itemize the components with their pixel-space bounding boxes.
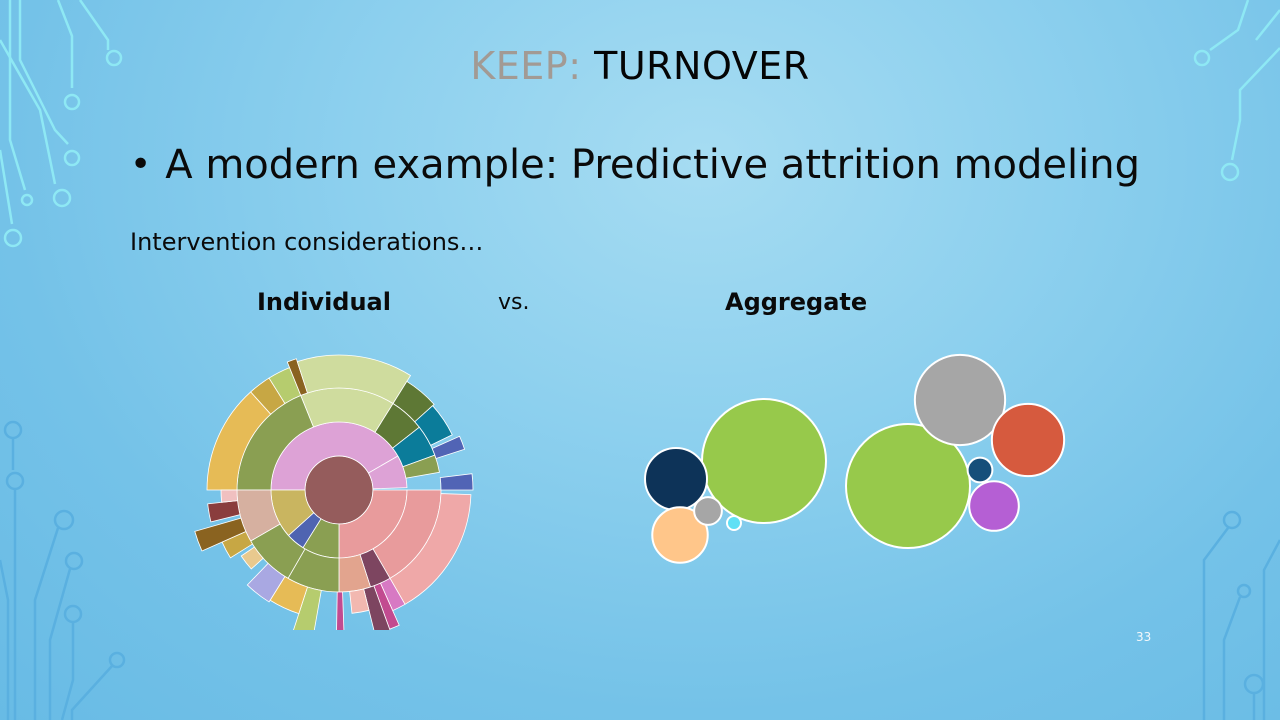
aggregate-label: Aggregate — [725, 288, 868, 316]
sunburst-outer-segment — [349, 588, 370, 614]
bubble — [693, 496, 723, 526]
sunburst-outer-segment — [414, 405, 453, 446]
sunburst-outer-segment — [246, 562, 286, 603]
individual-label: Individual — [257, 288, 391, 316]
bubble — [968, 480, 1020, 532]
sunburst-outer-segment — [207, 500, 241, 523]
page-number: 33 — [1136, 630, 1152, 644]
bubble — [651, 506, 709, 564]
sunburst-outer-segment — [296, 354, 412, 405]
right-cluster — [845, 353, 1066, 549]
bullet-dot-icon: • — [130, 144, 152, 185]
sunburst-outer-segment — [240, 546, 264, 570]
title-main: TURNOVER — [594, 44, 810, 88]
bubble — [845, 423, 971, 549]
bubble — [966, 456, 994, 484]
sunburst-outer-segment — [194, 517, 247, 552]
aggregate-bubble-chart — [644, 353, 1066, 564]
bullet-text: A modern example: Predictive attrition m… — [165, 142, 1140, 188]
sunburst-outer-segment — [431, 435, 466, 459]
sunburst-outer-segment — [220, 489, 238, 503]
bubble — [726, 515, 742, 531]
bullet-point: • A modern example: Predictive attrition … — [130, 142, 1140, 188]
title-prefix: KEEP: — [470, 44, 595, 88]
vs-label: vs. — [498, 290, 530, 315]
individual-sunburst-chart — [194, 354, 474, 630]
subheading: Intervention considerations… — [130, 228, 484, 256]
left-cluster — [644, 398, 827, 564]
bubble — [913, 353, 1007, 447]
sunburst-middle-segment — [402, 454, 440, 479]
slide-title: KEEP: TURNOVER — [0, 44, 1280, 88]
sunburst-outer-segment — [336, 591, 345, 630]
sunburst-outer-segment — [439, 473, 474, 491]
bubble — [990, 402, 1066, 478]
